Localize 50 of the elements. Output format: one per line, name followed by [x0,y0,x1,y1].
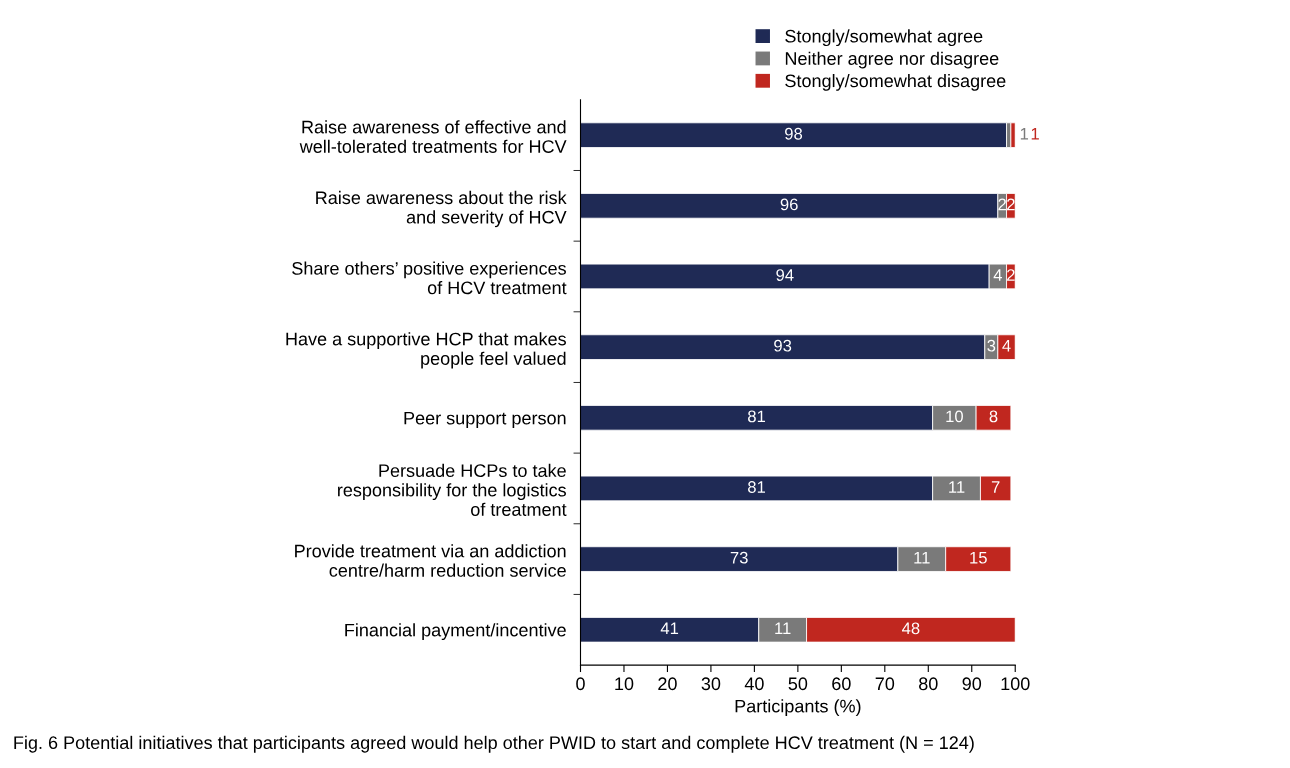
data-label: 48 [902,622,920,635]
y-tick-label: Share others’ positive experiences of HCV treatment [292,261,567,295]
data-label: 4 [1002,339,1011,352]
data-label: 93 [774,339,792,352]
data-label: 7 [991,481,1000,493]
data-label: 4 [993,269,1002,281]
data-label: 94 [776,269,794,281]
legend-label: Stongly/somewhat disagree [785,73,1006,91]
y-tick-label: Peer support person [404,411,566,429]
data-label: 2 [998,198,1006,211]
legend-label: Stongly/somewhat agree [785,29,983,47]
y-tick-label: Provide treatment via an addiction centre/harm reduction service [295,544,566,577]
data-label: 81 [748,481,766,493]
caption: Fig. 6 Potential initiatives that participants agreed would help other PWID to start and complete HCV treatment (N = 124) [14,735,974,753]
data-label: 15 [970,551,987,564]
x-tick-label: 20 [658,677,677,691]
x-tick-label: 80 [919,677,938,691]
x-tick-label: 100 [1001,677,1030,691]
y-tick-label: Financial payment/incentive [345,623,566,641]
y-tick-label: Have a supportive HCP that makes people feel valued [286,332,566,369]
x-tick-label: 50 [788,677,808,691]
y-tick-label: Raise awareness about the risk and severity of HCV [316,190,567,228]
x-tick-label: 90 [962,677,982,691]
bar [580,122,1007,148]
data-label: 81 [748,410,766,423]
data-label: 1 [1020,128,1029,140]
data-label: 98 [785,127,803,140]
data-label: 11 [949,481,965,493]
x-tick-label: 0 [576,677,585,691]
data-label: 11 [914,551,930,564]
data-label: 73 [730,551,748,564]
x-tick-label: 10 [615,677,634,691]
bar [1010,122,1016,148]
data-label: 2 [1007,269,1015,281]
x-tick-label: 40 [744,677,764,691]
y-tick-label: Persuade HCPs to take responsibility for the logistics of treatment [338,463,567,516]
data-label: 1 [1031,128,1039,140]
x-tick-label: 60 [832,677,851,691]
legend-label: Neither agree nor disagree [785,51,999,69]
x-axis-title: Participants (%) [735,699,861,717]
data-label: 11 [775,622,791,635]
y-tick-label: Raise awareness of effective and well-tolerated treatments for HCV [299,120,567,153]
data-label: 3 [987,339,996,352]
x-tick-label: 70 [875,677,895,691]
data-label: 2 [1007,198,1015,211]
data-label: 96 [780,198,798,211]
x-tick-label: 30 [701,677,721,691]
data-label: 41 [660,622,679,635]
data-label: 8 [989,410,998,423]
data-label: 10 [946,410,963,423]
